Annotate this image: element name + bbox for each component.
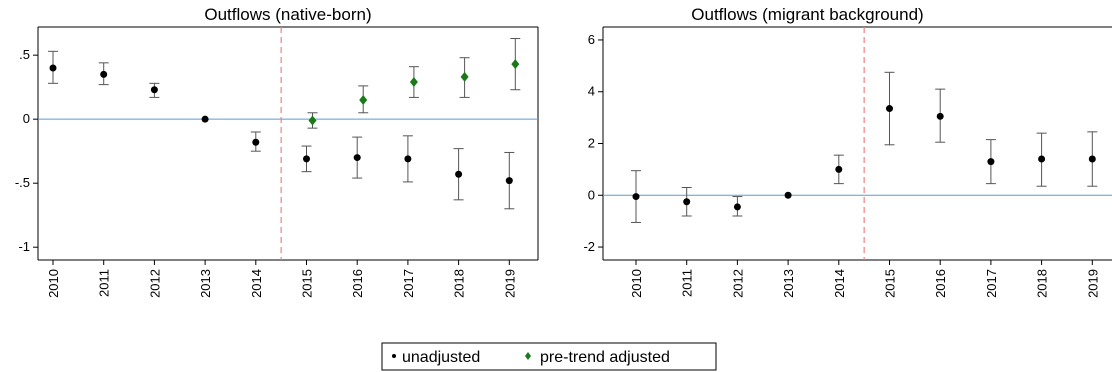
x-tick-label: 2016	[933, 269, 948, 298]
x-tick-label: 2010	[46, 269, 61, 298]
data-point-unadjusted	[1088, 155, 1096, 163]
x-tick-label: 2019	[1085, 269, 1100, 298]
x-tick-label: 2011	[680, 269, 695, 297]
panel-migrant-background: Outflows (migrant background) -2 0 2 4 6 2010 2…	[583, 5, 1112, 298]
y-tick-label: 2	[588, 136, 595, 151]
x-tick-label: 2017	[401, 269, 416, 298]
data-point-unadjusted	[987, 158, 995, 166]
data-point-unadjusted	[404, 155, 412, 163]
data-point-unadjusted	[733, 203, 741, 211]
data-point-unadjusted	[252, 138, 260, 146]
y-tick-label: 6	[588, 32, 595, 47]
y-tick-label: 0	[23, 111, 30, 126]
data-point-pre-trend-adjusted	[511, 59, 520, 70]
data-point-unadjusted	[353, 154, 361, 162]
x-tick-label: 2018	[452, 269, 467, 298]
data-point-unadjusted	[505, 177, 513, 185]
data-point-unadjusted	[49, 64, 57, 72]
data-point-unadjusted	[632, 193, 640, 201]
x-tick-label: 2013	[781, 269, 796, 298]
x-tick-label: 2014	[832, 269, 847, 298]
legend-label-pre-trend-adjusted: pre-trend adjusted	[540, 349, 670, 366]
y-tick-label: -.5	[15, 175, 30, 190]
chart-title: Outflows (migrant background)	[691, 5, 923, 24]
x-tick-label: 2011	[97, 269, 112, 297]
data-point-unadjusted	[784, 191, 792, 199]
x-tick-label: 2017	[984, 269, 999, 298]
data-point-pre-trend-adjusted	[409, 77, 418, 88]
y-tick-label: -2	[583, 239, 595, 254]
x-tick-label: 2015	[300, 269, 315, 298]
data-point-unadjusted	[100, 70, 108, 78]
data-point-unadjusted	[201, 115, 209, 123]
x-tick-label: 2016	[350, 269, 365, 298]
x-tick-label: 2013	[198, 269, 213, 298]
data-point-unadjusted	[936, 112, 944, 120]
x-tick-label: 2019	[502, 269, 517, 298]
panel-native-born: Outflows (native-born) -1 -.5 0 .5 2010 2011 20…	[15, 5, 539, 298]
legend: unadjusted pre-trend adjusted	[381, 342, 717, 371]
data-point-unadjusted	[683, 198, 691, 206]
data-point-unadjusted	[150, 86, 158, 94]
data-point-pre-trend-adjusted	[460, 71, 469, 82]
x-tick-label: 2018	[1035, 269, 1050, 298]
legend-marker-unadjusted	[392, 354, 396, 358]
legend-label-unadjusted: unadjusted	[402, 349, 480, 366]
chart-title: Outflows (native-born)	[204, 5, 371, 24]
x-tick-label: 2012	[147, 269, 162, 298]
data-point-unadjusted	[886, 105, 893, 113]
y-tick-label: .5	[19, 47, 30, 62]
legend-marker-pre-trend-adjusted	[525, 352, 531, 360]
data-point-unadjusted	[303, 155, 310, 163]
legend-box	[381, 342, 717, 371]
data-point-unadjusted	[1038, 155, 1046, 163]
x-tick-label: 2010	[629, 269, 644, 298]
y-tick-label: 0	[588, 187, 595, 202]
x-tick-label: 2012	[730, 269, 745, 298]
y-tick-label: -1	[18, 239, 30, 254]
data-point-pre-trend-adjusted	[359, 94, 368, 105]
data-point-pre-trend-adjusted	[308, 115, 317, 126]
data-point-unadjusted	[835, 165, 843, 173]
x-tick-label: 2015	[883, 269, 898, 298]
data-point-unadjusted	[455, 170, 463, 178]
x-tick-label: 2014	[249, 269, 264, 298]
y-tick-label: 4	[588, 84, 595, 99]
